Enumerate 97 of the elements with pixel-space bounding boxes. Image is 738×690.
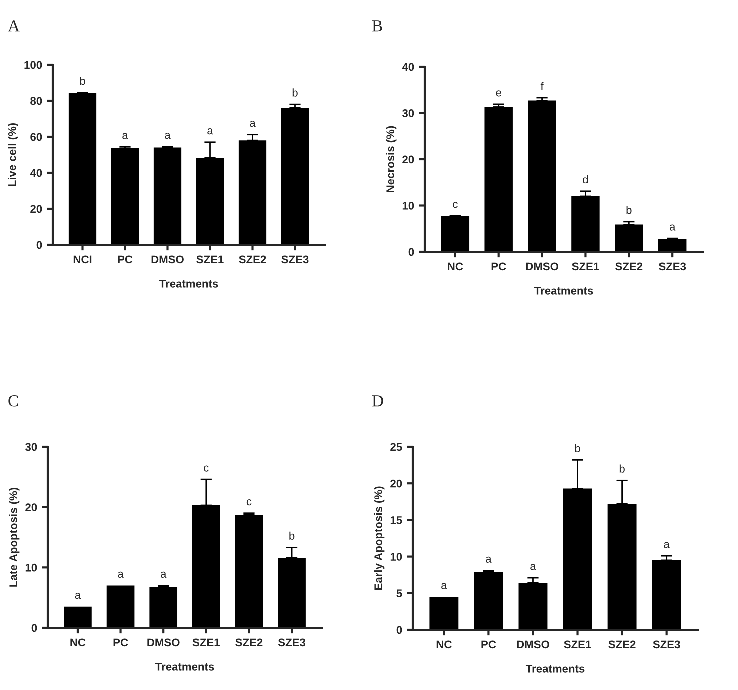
y-tick-label: 40 xyxy=(30,169,42,178)
annotation: a xyxy=(160,572,167,578)
x-tick-label: NC xyxy=(436,640,452,649)
y-tick-label: 10 xyxy=(390,553,402,561)
bar xyxy=(150,586,178,628)
x-tick-label: SZE1 xyxy=(572,262,600,271)
y-tick-label: 40 xyxy=(402,63,414,72)
x-tick-label: DMSO xyxy=(148,638,180,647)
chart-title: D xyxy=(372,396,384,407)
annotation: b xyxy=(626,206,632,214)
x-tick-label: SZE2 xyxy=(236,638,263,647)
y-tick-label: 20 xyxy=(402,156,414,164)
x-axis-title: Treatments xyxy=(534,287,594,295)
y-tick-label: 25 xyxy=(390,443,402,452)
x-tick-label: SZE2 xyxy=(239,256,266,264)
bar xyxy=(68,93,97,245)
annotation: f xyxy=(540,82,544,90)
x-tick-label: SZE3 xyxy=(659,262,686,271)
bar xyxy=(154,148,182,245)
x-tick-label: SZE3 xyxy=(653,640,680,649)
annotation: a xyxy=(165,133,171,140)
bar xyxy=(64,606,92,628)
annotation: b xyxy=(292,88,298,97)
annotation: b xyxy=(290,532,295,540)
x-tick-label: SZE2 xyxy=(616,262,643,271)
annotation: e xyxy=(496,90,502,97)
annotation: a xyxy=(75,593,82,600)
y-tick-label: 0 xyxy=(32,624,38,632)
y-tick-label: 100 xyxy=(24,61,42,70)
chart-title: A xyxy=(8,20,20,32)
annotation: d xyxy=(583,176,588,184)
x-tick-label: NC xyxy=(70,638,86,647)
chart-title: C xyxy=(8,396,18,407)
y-tick-label: 80 xyxy=(30,97,42,106)
bar xyxy=(658,239,687,252)
y-tick-label: 20 xyxy=(26,504,38,512)
annotation: a xyxy=(670,224,676,231)
annotation: a xyxy=(664,542,670,548)
y-tick-label: 0 xyxy=(408,248,414,256)
y-axis-title: Early Apoptosis (%) xyxy=(374,486,385,590)
y-tick-label: 60 xyxy=(30,133,42,142)
bar xyxy=(652,560,682,630)
annotation: a xyxy=(208,128,214,135)
x-tick-label: PC xyxy=(118,256,133,264)
bar xyxy=(615,224,644,252)
x-tick-label: PC xyxy=(492,262,506,271)
x-tick-label: PC xyxy=(114,638,128,647)
x-axis-title: Treatments xyxy=(159,280,218,288)
x-tick-label: PC xyxy=(482,640,496,649)
bar xyxy=(484,107,513,252)
bar xyxy=(474,572,504,630)
x-axis-title: Treatments xyxy=(155,663,214,671)
x-tick-label: SZE1 xyxy=(196,256,224,264)
y-tick-label: 30 xyxy=(402,110,414,118)
y-tick-label: 0 xyxy=(36,241,42,250)
x-tick-label: DMSO xyxy=(152,256,184,264)
y-tick-label: 20 xyxy=(390,480,402,488)
x-axis-title: Treatments xyxy=(526,665,585,673)
bar xyxy=(235,515,264,628)
annotation: a xyxy=(250,121,256,128)
x-tick-label: NCI xyxy=(74,256,92,264)
bar xyxy=(430,597,459,630)
y-tick-label: 10 xyxy=(26,564,38,572)
x-tick-label: DMSO xyxy=(526,262,558,271)
y-tick-label: 5 xyxy=(396,590,402,598)
y-tick-label: 15 xyxy=(390,516,402,524)
annotation: b xyxy=(620,464,625,473)
y-axis-title: Live cell (%) xyxy=(8,123,18,186)
x-tick-label: SZE1 xyxy=(564,640,592,649)
annotation: b xyxy=(575,444,580,452)
y-tick-label: 20 xyxy=(30,205,42,214)
x-tick-label: SZE2 xyxy=(608,640,636,649)
x-tick-label: DMSO xyxy=(517,640,550,649)
y-axis-title: Late Apoptosis (%) xyxy=(9,488,20,587)
annotation: a xyxy=(486,556,492,563)
x-tick-label: SZE3 xyxy=(282,256,309,264)
y-axis-title: Necrosis (%) xyxy=(386,126,397,192)
y-tick-label: 10 xyxy=(402,202,414,210)
annotation: a xyxy=(122,133,128,140)
x-tick-label: SZE3 xyxy=(278,638,306,647)
x-tick-label: NC xyxy=(448,262,464,271)
x-tick-label: SZE1 xyxy=(192,638,220,647)
annotation: c xyxy=(204,466,209,472)
annotation: c xyxy=(453,202,458,208)
annotation: a xyxy=(530,564,536,570)
chart-title: B xyxy=(372,20,382,32)
bar xyxy=(106,586,135,628)
bar xyxy=(528,100,556,252)
y-tick-label: 0 xyxy=(396,626,402,634)
bar xyxy=(111,148,140,245)
annotation: c xyxy=(246,500,252,506)
annotation: a xyxy=(442,583,448,590)
annotation: a xyxy=(118,572,124,578)
bar xyxy=(281,108,310,245)
y-tick-label: 30 xyxy=(25,443,38,452)
bar xyxy=(441,216,470,252)
annotation: b xyxy=(80,76,86,86)
